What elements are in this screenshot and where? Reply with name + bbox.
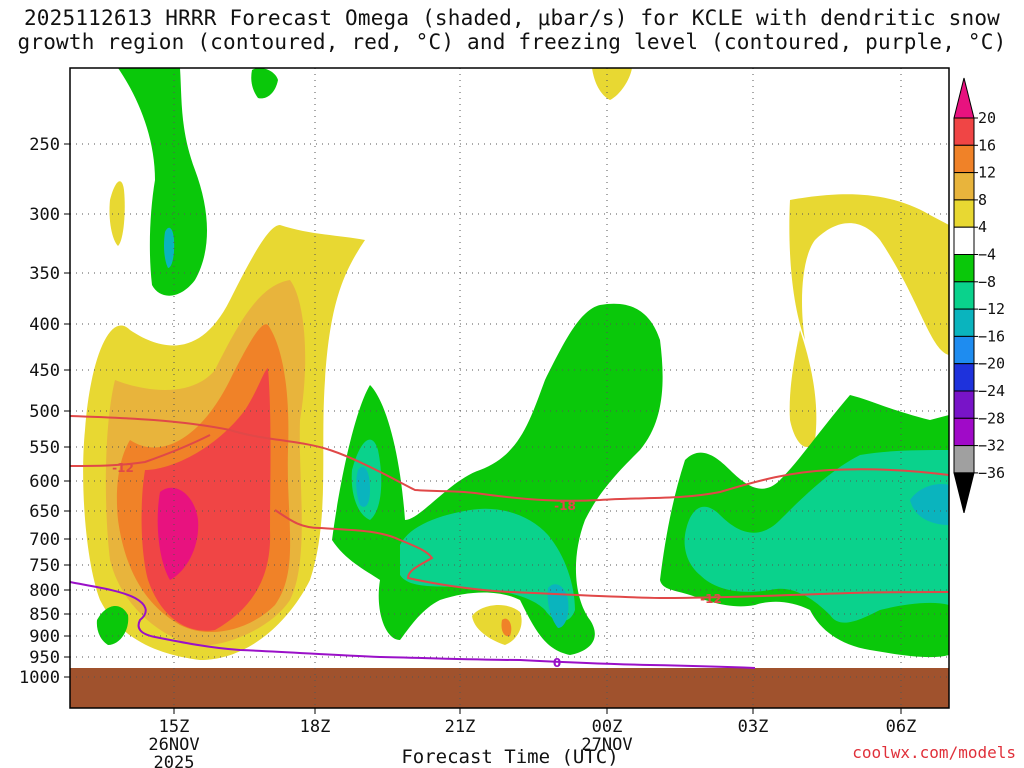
y-tick-label-500: 500 (29, 402, 60, 422)
colorbar-label-8: −16 (978, 327, 1005, 345)
omega-cyan-center (356, 466, 370, 507)
contour-label-minus12-left: -12 (112, 461, 134, 475)
colorbar-label-2: 12 (978, 164, 996, 182)
y-tick-label-900: 900 (29, 627, 60, 647)
colorbar: 20 16 12 8 4 −4 −8 −12 −16 −20 −24 −28 −32 −36 (953, 77, 1005, 514)
contour-label-freezing: 0 (553, 656, 561, 670)
colorbar-band-12 (953, 445, 975, 474)
omega-cyan-right (910, 483, 949, 525)
colorbar-label-12: −32 (978, 437, 1005, 455)
colorbar-band-7 (953, 308, 975, 337)
plot-frame (69, 67, 950, 709)
colorbar-band-4 (953, 226, 975, 255)
ground-surface (70, 668, 949, 708)
y-tick-label-250: 250 (29, 135, 60, 155)
colorbar-label-11: −28 (978, 409, 1005, 427)
colorbar-label-7: −12 (978, 300, 1005, 318)
omega-gold-dot (501, 618, 512, 637)
y-tick-label-350: 350 (29, 264, 60, 284)
colorbar-band-9 (953, 363, 975, 392)
omega-yellow-island-top-left (109, 181, 125, 246)
colorbar-label-13: −36 (978, 464, 1005, 482)
x-tick-label-18Z: 18Z (300, 717, 331, 737)
contour-minus12-left (69, 434, 211, 467)
colorbar-label-5: −4 (978, 246, 996, 264)
y-tick-label-400: 400 (29, 315, 60, 335)
x-tick-label-03Z: 03Z (738, 717, 769, 737)
colorbar-band-1 (953, 144, 975, 174)
contour-label-minus18: -18 (554, 499, 576, 513)
contour-freezing-level (69, 581, 756, 669)
credit-text: coolwx.com/models (852, 743, 1016, 762)
colorbar-label-0: 20 (978, 109, 996, 127)
x-tick-label-06Z: 06Z (886, 717, 917, 737)
contour-label-minus12-bottom: -12 (700, 592, 722, 606)
x-tick-year-15Z: 2025 (154, 753, 195, 768)
omega-yellow-right-upper (789, 194, 949, 355)
y-tick-label-450: 450 (29, 361, 60, 381)
contour-minus12-bottom (274, 509, 950, 600)
x-tick-date-15Z: 26NOV (148, 735, 199, 755)
colorbar-label-6: −8 (978, 273, 996, 291)
y-tick-label-850: 850 (29, 605, 60, 625)
omega-green-left-top-small (251, 68, 278, 99)
x-axis-label: Forecast Time (UTC) (401, 746, 619, 768)
title-line-1: 2025112613 HRRR Forecast Omega (shaded, … (23, 6, 1001, 30)
x-tick-label-00Z: 00Z (592, 717, 623, 737)
colorbar-band-3 (953, 199, 975, 228)
chart-title: 2025112613 HRRR Forecast Omega (shaded, … (0, 6, 1024, 54)
x-tick-label-15Z: 15Z (159, 717, 190, 737)
y-tick-label-550: 550 (29, 438, 60, 458)
omega-green-center (332, 303, 663, 655)
colorbar-label-3: 8 (978, 191, 987, 209)
y-tick-label-1000: 1000 (19, 668, 60, 688)
colorbar-band-5 (953, 254, 975, 283)
omega-yellow-right-lower (789, 330, 817, 448)
colorbar-band-8 (953, 335, 975, 365)
colorbar-band-10 (953, 390, 975, 419)
omega-cyan-left-top (164, 227, 175, 268)
colorbar-band-6 (953, 281, 975, 310)
omega-green-left-bottom (96, 605, 129, 645)
colorbar-bottom-arrow (953, 472, 975, 514)
contour-labels: -12 -18 -12 0 (112, 461, 722, 670)
x-tick-label-21Z: 21Z (445, 717, 476, 737)
colorbar-label-9: −20 (978, 355, 1005, 373)
title-line-2: growth region (contoured, red, °C) and f… (17, 30, 1007, 54)
colorbar-band-11 (953, 417, 975, 447)
omega-yellow-island-top (592, 68, 632, 100)
colorbar-top-arrow (953, 77, 975, 119)
y-tick-label-700: 700 (29, 530, 60, 550)
colorbar-band-2 (953, 172, 975, 201)
omega-yellow-small-blob (472, 605, 522, 645)
y-tick-label-300: 300 (29, 205, 60, 225)
colorbar-label-1: 16 (978, 136, 996, 154)
contour-lines (69, 415, 950, 669)
y-tick-label-800: 800 (29, 581, 60, 601)
contour-minus12-top (69, 415, 950, 502)
omega-green-left-top (118, 68, 208, 296)
omega-magenta-region (157, 487, 199, 580)
x-tick-date-00Z: 27NOV (581, 735, 632, 755)
colorbar-label-10: −24 (978, 382, 1005, 400)
y-tick-label-650: 650 (29, 502, 60, 522)
y-tick-label-950: 950 (29, 648, 60, 668)
y-axis: 2503003504004505005506006507007508008509… (19, 135, 70, 688)
omega-teal-right-band (684, 450, 949, 623)
colorbar-band-0 (953, 117, 975, 146)
y-tick-label-600: 600 (29, 472, 60, 492)
omega-shading (83, 68, 949, 660)
colorbar-label-4: 4 (978, 218, 987, 236)
grid-lines (70, 68, 949, 708)
y-tick-label-750: 750 (29, 556, 60, 576)
